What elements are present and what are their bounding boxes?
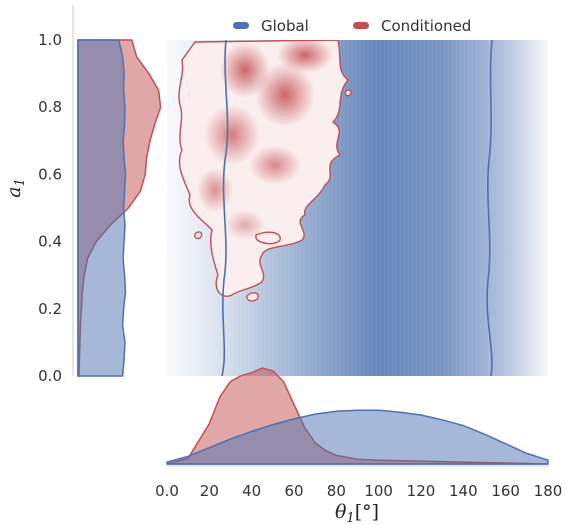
y-tick-label: 0.8 — [38, 98, 62, 116]
x-tick-label: 60 — [284, 482, 303, 500]
x-tick-label: 20 — [200, 482, 219, 500]
x-tick-labels: 0.0 20 40 60 80 100 120 140 160 180 — [155, 482, 562, 500]
global-contour-left — [221, 40, 229, 376]
x-tick-label: 100 — [364, 482, 393, 500]
y-axis-label-symbol: a — [3, 186, 25, 197]
y-marginal-density — [77, 39, 162, 377]
x-marginal-density — [166, 367, 549, 465]
joint-plot-area — [167, 40, 548, 376]
x-tick-label: 120 — [407, 482, 436, 500]
legend: Global Conditioned — [233, 17, 471, 35]
legend-label-conditioned: Conditioned — [381, 17, 471, 35]
y-tick-label: 0.2 — [38, 300, 62, 318]
y-tick-label: 0.0 — [38, 367, 62, 385]
y-tick-labels: 0.0 0.2 0.4 0.6 0.8 1.0 — [38, 31, 62, 385]
y-axis-label: a1 — [3, 178, 28, 198]
conditioned-contour-island-2 — [344, 89, 352, 97]
y-tick-label: 0.4 — [38, 233, 62, 251]
x-axis-label-subscript: 1 — [346, 511, 354, 525]
legend-swatch-global — [233, 22, 249, 29]
x-tick-label: 80 — [327, 482, 346, 500]
x-tick-label: 140 — [449, 482, 478, 500]
conditioned-contour-island-3 — [194, 231, 203, 240]
x-tick-label: 180 — [534, 482, 563, 500]
x-axis-label-unit: [°] — [355, 501, 379, 523]
x-marginal-global — [166, 409, 549, 465]
y-marginal-global — [77, 39, 127, 377]
conditioned-contour-island-4 — [246, 292, 259, 302]
y-tick-label: 0.6 — [38, 165, 62, 183]
x-axis-label-symbol: θ — [335, 501, 347, 523]
x-axis-label: θ1[°] — [335, 501, 379, 525]
legend-swatch-conditioned — [353, 22, 369, 29]
x-tick-label: 0.0 — [155, 482, 179, 500]
conditioned-density-hotspots — [197, 40, 333, 240]
y-axis-label-subscript: 1 — [13, 178, 28, 186]
conditioned-contour-island-1 — [255, 231, 281, 245]
global-contour-right — [486, 40, 493, 376]
x-tick-label: 160 — [491, 482, 520, 500]
legend-label-global: Global — [261, 17, 309, 35]
y-tick-label: 1.0 — [38, 31, 62, 49]
x-tick-label: 40 — [242, 482, 261, 500]
